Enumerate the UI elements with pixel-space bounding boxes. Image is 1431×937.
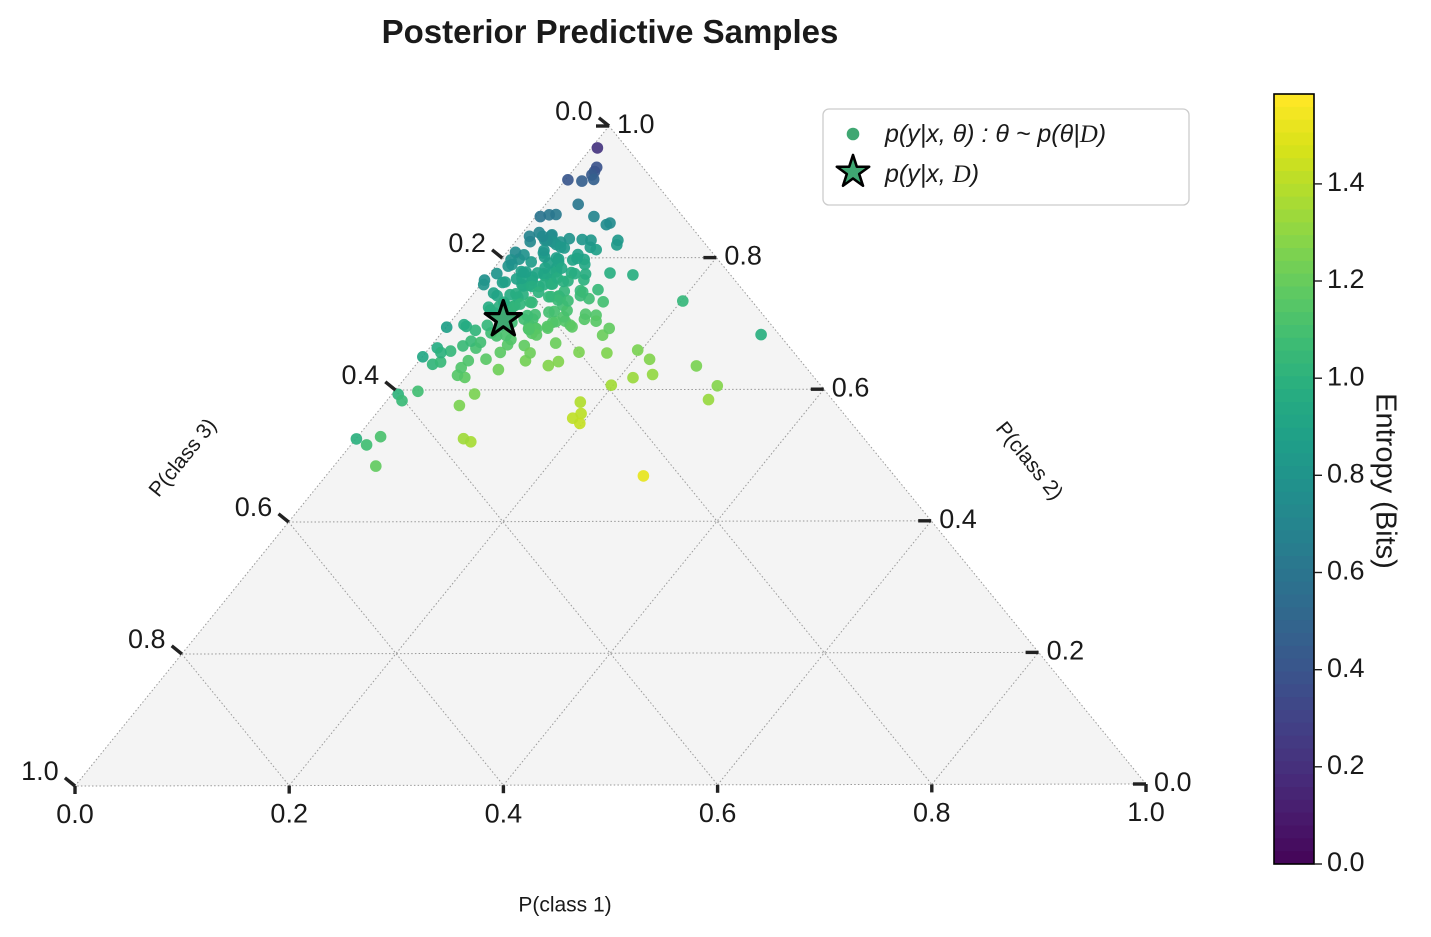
svg-text:0.2: 0.2 [1327, 750, 1365, 780]
svg-text:0.4: 0.4 [1327, 653, 1365, 683]
svg-text:1.4: 1.4 [1327, 167, 1365, 197]
svg-text:0.6: 0.6 [1327, 556, 1365, 586]
svg-text:1.0: 1.0 [1327, 361, 1365, 391]
svg-text:0.0: 0.0 [1327, 847, 1365, 877]
svg-text:Entropy (Bits): Entropy (Bits) [1369, 393, 1401, 569]
svg-text:0.8: 0.8 [1327, 458, 1365, 488]
svg-text:1.2: 1.2 [1327, 264, 1365, 294]
